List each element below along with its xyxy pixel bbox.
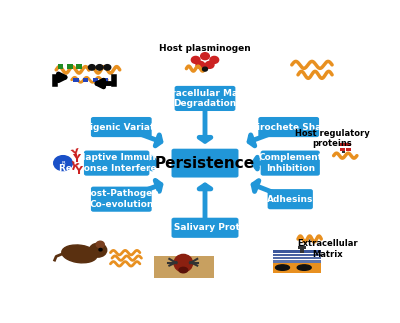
FancyBboxPatch shape	[76, 64, 82, 68]
Text: Tick Salivary Proteins: Tick Salivary Proteins	[150, 223, 260, 232]
Text: Extracellular Matrix
Degradation: Extracellular Matrix Degradation	[154, 89, 256, 108]
Text: Host regulatory
proteins: Host regulatory proteins	[295, 129, 370, 148]
Ellipse shape	[62, 245, 97, 263]
FancyBboxPatch shape	[91, 187, 152, 212]
Text: Host-Pathogen
Co-evolution: Host-Pathogen Co-evolution	[84, 190, 159, 209]
FancyBboxPatch shape	[91, 117, 152, 137]
Ellipse shape	[174, 255, 193, 272]
Ellipse shape	[276, 265, 290, 270]
FancyBboxPatch shape	[340, 148, 345, 151]
Circle shape	[205, 61, 214, 68]
FancyBboxPatch shape	[273, 250, 321, 253]
Text: Spirochete Shape: Spirochete Shape	[244, 122, 334, 131]
Circle shape	[104, 65, 111, 70]
Text: Extracellular
Matrix: Extracellular Matrix	[297, 239, 358, 259]
FancyBboxPatch shape	[346, 143, 351, 146]
FancyBboxPatch shape	[300, 246, 304, 253]
Circle shape	[89, 243, 107, 257]
FancyBboxPatch shape	[258, 117, 319, 137]
FancyBboxPatch shape	[172, 149, 238, 178]
FancyBboxPatch shape	[154, 256, 214, 277]
FancyBboxPatch shape	[172, 218, 238, 238]
FancyBboxPatch shape	[273, 263, 321, 273]
FancyBboxPatch shape	[84, 151, 149, 176]
Text: Host plasminogen: Host plasminogen	[159, 44, 251, 53]
FancyBboxPatch shape	[346, 148, 351, 151]
Text: Complement
Inhibition: Complement Inhibition	[258, 153, 322, 173]
Circle shape	[54, 156, 72, 171]
Ellipse shape	[179, 267, 188, 273]
Text: Y: Y	[72, 154, 80, 164]
Text: Persistence: Persistence	[155, 156, 255, 171]
FancyBboxPatch shape	[58, 64, 63, 68]
FancyBboxPatch shape	[273, 260, 321, 263]
Circle shape	[202, 67, 208, 71]
Text: Adhesins: Adhesins	[267, 195, 314, 204]
FancyBboxPatch shape	[298, 246, 306, 249]
FancyBboxPatch shape	[93, 78, 98, 81]
FancyBboxPatch shape	[342, 151, 346, 153]
Text: B: B	[61, 161, 65, 166]
Circle shape	[201, 53, 209, 60]
FancyBboxPatch shape	[273, 254, 321, 256]
Text: Antigenic Variation: Antigenic Variation	[72, 122, 170, 131]
Circle shape	[196, 61, 205, 68]
Circle shape	[210, 57, 219, 63]
FancyBboxPatch shape	[73, 78, 79, 81]
Circle shape	[96, 241, 104, 248]
Text: Adaptive Immune
Response Interference: Adaptive Immune Response Interference	[59, 153, 174, 173]
Text: Y: Y	[68, 160, 79, 172]
FancyBboxPatch shape	[261, 151, 320, 176]
Circle shape	[88, 65, 95, 70]
Text: Y: Y	[74, 166, 82, 176]
FancyBboxPatch shape	[102, 78, 108, 81]
FancyBboxPatch shape	[340, 143, 345, 146]
FancyBboxPatch shape	[268, 189, 313, 209]
FancyBboxPatch shape	[175, 86, 235, 111]
Circle shape	[99, 248, 102, 251]
FancyBboxPatch shape	[67, 64, 73, 68]
Text: Y: Y	[70, 149, 80, 160]
Circle shape	[96, 65, 103, 70]
Ellipse shape	[297, 265, 311, 270]
FancyBboxPatch shape	[273, 257, 321, 259]
FancyBboxPatch shape	[82, 78, 88, 81]
Circle shape	[191, 57, 200, 63]
